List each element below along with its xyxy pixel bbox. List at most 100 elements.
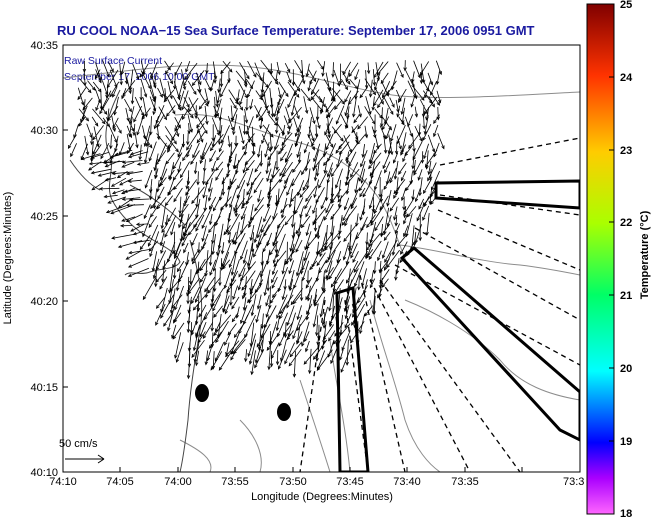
current-vector [196,198,201,219]
current-vector [121,88,127,99]
current-vector [231,333,248,354]
current-vector [433,142,440,157]
current-vector [387,215,392,227]
current-vector [415,224,422,244]
current-vector-head [383,236,388,241]
current-vector-head [229,203,233,208]
current-vector-head [110,183,115,187]
current-vector-head [207,289,211,294]
current-vector-head [127,273,132,277]
current-vector [435,60,442,75]
current-vector-head [339,356,343,361]
current-vector-head [342,256,347,261]
current-vector-head [276,224,281,229]
current-vector-head [288,270,292,275]
current-vector-head [121,190,126,195]
current-vector [357,116,369,130]
current-vector [111,115,116,132]
current-vector-head [254,364,258,369]
current-vector [377,89,390,108]
current-vector-head [205,120,209,126]
current-vector [228,205,233,222]
current-vector [220,61,231,74]
current-vector [320,296,325,317]
current-vector [382,81,391,98]
current-vector-head [286,336,291,341]
current-vector [245,349,247,362]
current-vector [82,97,93,111]
current-vector-head [266,346,271,351]
current-vector-head [283,334,288,339]
current-vector-head [345,181,350,186]
current-vector-head [109,93,113,98]
current-vector-head [152,98,156,103]
current-vector [232,224,248,245]
current-vector-head [92,136,96,141]
current-vector [221,125,230,143]
current-vector-head [374,227,378,232]
current-vector-head [132,231,137,236]
current-vector [173,231,176,254]
current-vector [217,314,222,338]
current-vector-head [373,186,378,191]
current-vector-head [341,100,345,105]
current-vector [359,187,366,197]
current-vector-head [103,161,108,165]
current-vector [111,234,134,239]
current-vector-head [390,110,394,116]
current-vector-head [136,162,141,166]
current-vector-head [209,158,213,163]
current-vector-head [396,243,401,247]
current-vector [274,133,281,150]
current-vector-head [414,113,419,118]
current-vector [402,107,405,124]
current-vector-head [305,73,310,78]
current-vector-head [168,175,172,180]
current-vector [325,267,334,279]
current-vector [284,63,291,73]
current-vector-head [373,149,377,154]
current-vector [412,189,415,200]
current-vector-head [296,340,300,345]
current-vector-head [90,155,95,159]
current-vector-head [345,305,349,310]
sector-line [369,279,471,472]
current-vector-head [250,181,255,186]
current-vector [193,294,206,311]
current-vector-head [340,368,344,373]
current-vector [317,60,324,70]
current-vector-head [256,244,260,249]
current-vector [186,144,193,158]
current-vector-head [194,298,199,304]
current-vector-head [423,110,428,115]
current-vector-head [123,189,128,193]
current-vector [355,177,359,193]
current-vector-head [323,162,327,166]
current-vector-head [193,91,197,95]
current-vector-head [274,202,279,207]
current-vector [193,330,199,351]
current-vector-head [330,283,335,288]
current-vector [231,312,239,322]
current-vector [269,168,280,183]
current-vector [285,322,287,338]
current-vector [212,135,216,147]
current-vector [401,97,406,115]
current-vector [269,240,279,256]
current-vector [186,251,189,266]
current-vector [200,152,205,164]
current-vector-head [394,150,399,155]
current-vector [177,141,185,157]
current-vector [341,330,351,351]
current-vector [228,89,239,105]
current-vector [174,261,176,279]
current-vector-head [305,213,309,218]
current-vector [285,106,291,122]
current-vector [134,133,138,148]
current-vector-head [244,161,249,166]
current-vector-head [358,187,363,192]
current-vector [192,242,207,264]
current-vector-head [406,213,411,218]
current-vector-head [120,71,125,76]
current-vector [140,63,149,78]
